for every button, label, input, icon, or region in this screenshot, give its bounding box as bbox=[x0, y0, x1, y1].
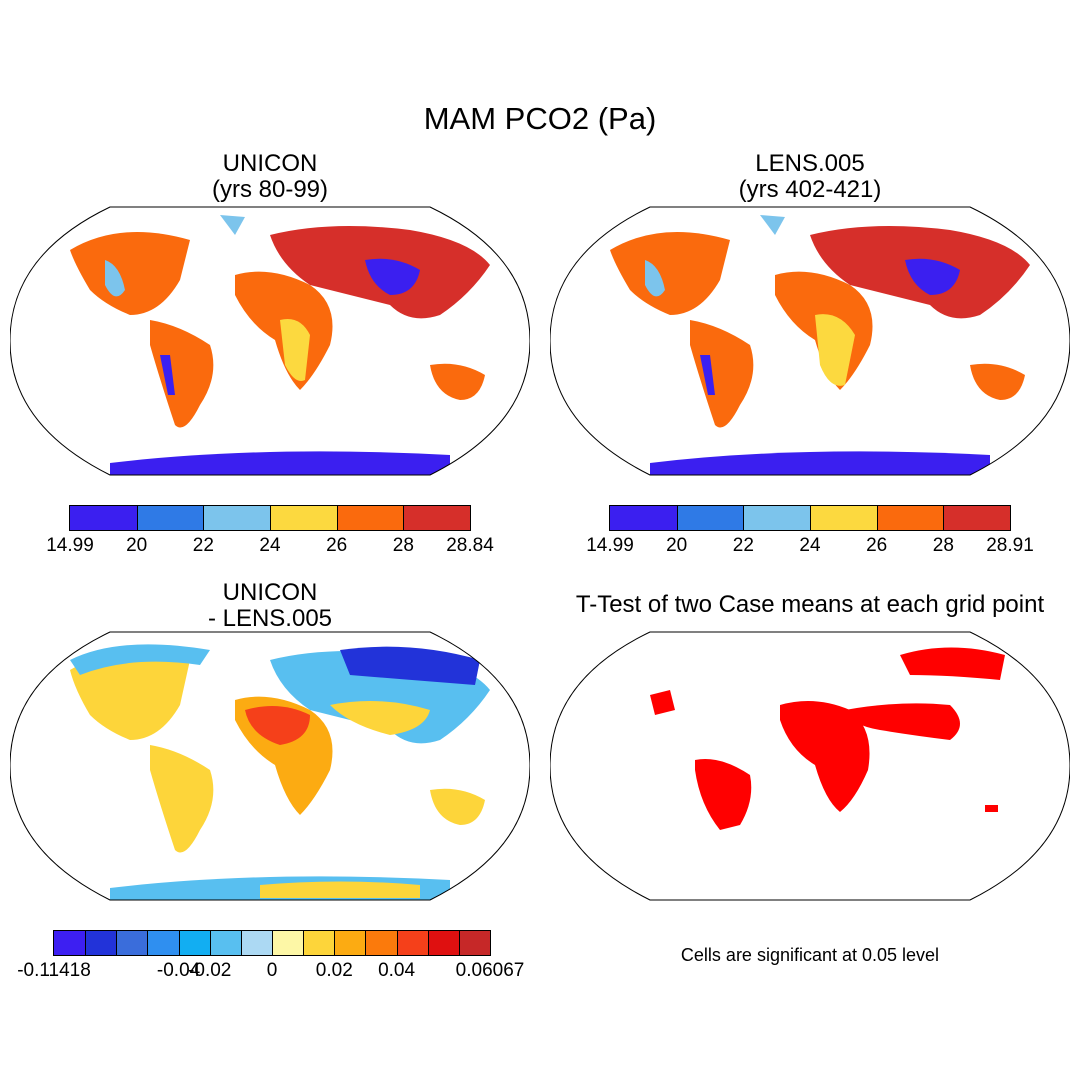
colorbar-swatch bbox=[147, 931, 179, 955]
colorbar-label: 0.06067 bbox=[455, 960, 525, 981]
colorbar-swatch bbox=[876, 506, 944, 530]
colorbar-label: 20 bbox=[126, 535, 148, 556]
panel-title-ttest: T-Test of two Case means at each grid po… bbox=[575, 591, 1045, 618]
colorbar-swatch bbox=[809, 506, 877, 530]
panel-title-line1: UNICON bbox=[222, 579, 318, 606]
colorbar-swatch bbox=[203, 506, 270, 530]
colorbar-swatch bbox=[336, 506, 404, 530]
colorbar-swatch bbox=[209, 931, 241, 955]
colorbar-swatch bbox=[427, 931, 459, 955]
colorbar-swatch bbox=[334, 931, 366, 955]
colorbar-label: 28.84 bbox=[446, 535, 494, 556]
colorbar-swatch bbox=[610, 506, 677, 530]
colorbar-lens bbox=[609, 505, 1011, 531]
panel-title-difference: UNICON - LENS.005 bbox=[120, 580, 420, 632]
colorbar-label: 26 bbox=[866, 535, 888, 556]
map-difference bbox=[10, 631, 530, 901]
panel-title-unicon: UNICON (yrs 80-99) bbox=[120, 151, 420, 203]
colorbar-swatch bbox=[403, 506, 470, 530]
colorbar-swatch bbox=[743, 506, 810, 530]
colorbar-label: 0.02 bbox=[315, 960, 353, 981]
colorbar-label: 22 bbox=[732, 535, 754, 556]
colorbar-swatch bbox=[116, 931, 148, 955]
panel-title-line2: (yrs 402-421) bbox=[738, 176, 882, 203]
colorbar-swatch bbox=[271, 931, 304, 955]
map-unicon bbox=[10, 206, 530, 476]
panel-title-line1: UNICON bbox=[222, 150, 318, 177]
colorbar-swatch bbox=[70, 506, 137, 530]
colorbar-swatch bbox=[269, 506, 337, 530]
colorbar-swatch bbox=[458, 931, 490, 955]
colorbar-label: 26 bbox=[326, 535, 348, 556]
map-ttest bbox=[550, 631, 1070, 901]
colorbar-label: 14.99 bbox=[586, 535, 634, 556]
colorbar-label: 28.91 bbox=[986, 535, 1034, 556]
colorbar-label: 28 bbox=[932, 535, 954, 556]
colorbar-label: 20 bbox=[666, 535, 688, 556]
colorbar-swatch bbox=[54, 931, 86, 955]
colorbar-label: 28 bbox=[392, 535, 414, 556]
colorbar-swatch bbox=[303, 931, 335, 955]
colorbar-label: -0.11418 bbox=[17, 960, 91, 981]
colorbar-swatch bbox=[676, 506, 744, 530]
colorbar-label: -0.02 bbox=[188, 960, 232, 981]
colorbar-label: 14.99 bbox=[46, 535, 94, 556]
panel-title-line1: LENS.005 bbox=[755, 150, 865, 177]
map-lens bbox=[550, 206, 1070, 476]
colorbar-label: -0.04 bbox=[156, 960, 201, 981]
colorbar-difference bbox=[53, 930, 491, 956]
panel-title-line2: - LENS.005 bbox=[207, 605, 333, 632]
colorbar-swatch bbox=[136, 506, 204, 530]
colorbar-swatch bbox=[396, 931, 428, 955]
colorbar-label: 24 bbox=[799, 535, 821, 556]
colorbar-label: 0 bbox=[266, 960, 278, 981]
colorbar-swatch bbox=[365, 931, 397, 955]
colorbar-label: 22 bbox=[192, 535, 214, 556]
colorbar-swatch bbox=[85, 931, 117, 955]
colorbar-swatch bbox=[178, 931, 210, 955]
colorbar-unicon bbox=[69, 505, 471, 531]
colorbar-swatch bbox=[240, 931, 272, 955]
colorbar-label: 24 bbox=[259, 535, 281, 556]
colorbar-swatch bbox=[943, 506, 1010, 530]
panel-title-lens: LENS.005 (yrs 402-421) bbox=[660, 151, 960, 203]
colorbar-label: 0.04 bbox=[378, 960, 416, 981]
figure-title: MAM PCO2 (Pa) bbox=[423, 101, 657, 136]
significance-note: Cells are significant at 0.05 level bbox=[680, 945, 940, 965]
panel-title-line2: (yrs 80-99) bbox=[211, 176, 329, 203]
